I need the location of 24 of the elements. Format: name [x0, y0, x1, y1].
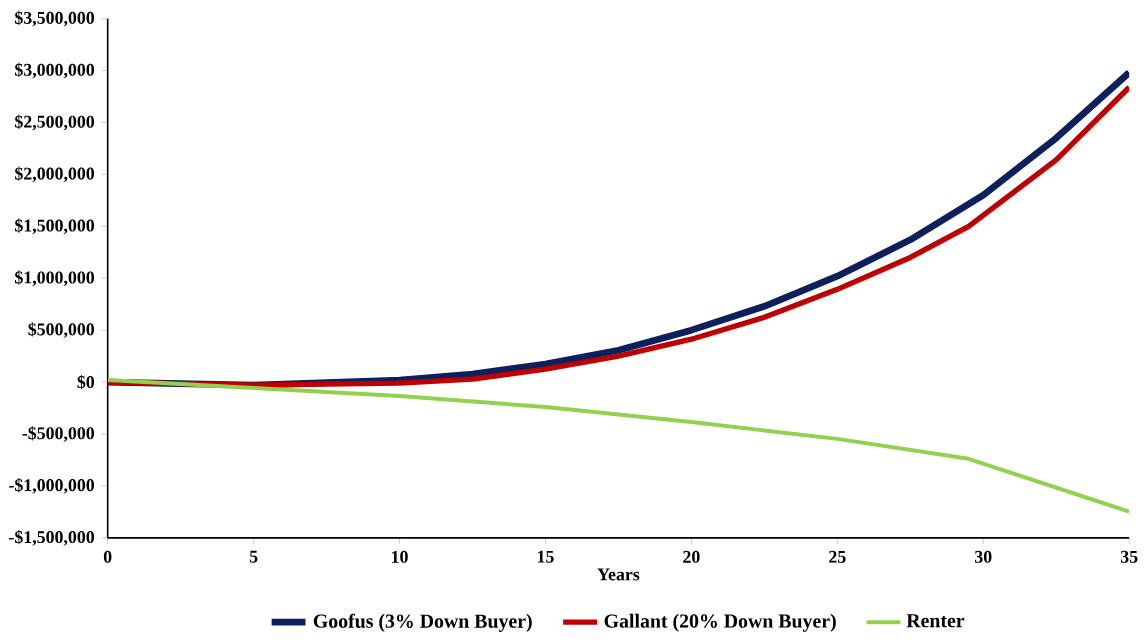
y-tick-label: $0 — [77, 374, 95, 390]
legend-label: Goofus (3% Down Buyer) — [313, 613, 532, 632]
y-tick-label: $3,000,000 — [15, 62, 95, 79]
x-tick-label: 0 — [103, 550, 112, 563]
y-tick-label: -$1,000,000 — [9, 477, 95, 494]
x-tick-label: 15 — [537, 550, 554, 563]
x-axis-title: Years — [597, 568, 640, 581]
x-tick-label: 10 — [392, 550, 408, 563]
x-tick-label: 30 — [975, 550, 992, 563]
legend-label: Renter — [906, 613, 965, 628]
y-tick-label: $1,500,000 — [15, 218, 95, 234]
x-tick-label: 25 — [829, 550, 846, 563]
x-tick-label: 20 — [683, 550, 700, 563]
x-tick-label: 35 — [1120, 550, 1138, 563]
y-tick-label: $2,000,000 — [15, 166, 95, 183]
legend-label: Gallant (20% Down Buyer) — [604, 613, 836, 632]
y-tick-label: -$1,500,000 — [9, 529, 95, 546]
y-tick-label: $500,000 — [28, 322, 95, 338]
y-tick-label: $2,500,000 — [15, 114, 95, 131]
x-tick-label: 5 — [249, 550, 258, 563]
line-series — [107, 377, 1130, 514]
y-tick-label: $1,000,000 — [15, 270, 95, 286]
y-tick-label: -$500,000 — [22, 425, 95, 442]
y-tick-label: $3,500,000 — [15, 10, 95, 27]
